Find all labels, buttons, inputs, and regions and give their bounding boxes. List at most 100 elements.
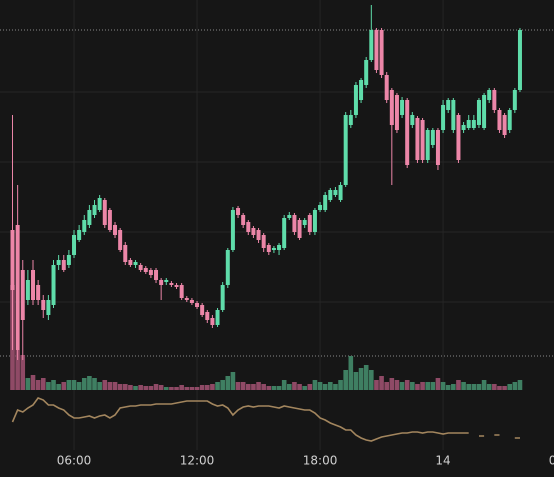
candle-body (461, 125, 466, 130)
candle-body (307, 215, 312, 232)
candle-body (15, 225, 20, 350)
volume-bar (348, 356, 354, 390)
volume-bar (61, 382, 67, 390)
grid (0, 0, 554, 450)
volume-bar (51, 380, 56, 390)
candle-body (415, 118, 420, 160)
volume-bar (81, 378, 87, 390)
candle-body (400, 100, 405, 115)
candle-body (441, 105, 446, 130)
candle-body (318, 205, 323, 210)
candle-body (215, 310, 220, 325)
volume-bar (35, 380, 41, 390)
candle-body (456, 115, 461, 160)
candle-body (482, 95, 487, 128)
volume-bar (179, 385, 184, 390)
volume-bar (343, 370, 348, 390)
volume-bar (461, 382, 466, 390)
volume-bar (230, 372, 236, 390)
marks (10, 5, 523, 442)
indicator-line (11, 397, 520, 442)
candle-body (66, 255, 71, 265)
volume-bar (153, 384, 159, 390)
volume-bar (174, 387, 179, 390)
candle-body (82, 220, 87, 232)
candle-body (25, 280, 30, 300)
candle-body (282, 218, 287, 248)
candle-body (333, 190, 338, 195)
candle-body (200, 305, 205, 315)
volume-bar (512, 382, 518, 390)
candle-body (287, 215, 292, 218)
candle-body (302, 220, 307, 225)
volume-bar (112, 382, 118, 390)
volume-bar (292, 382, 297, 390)
candle-body (517, 30, 522, 90)
volume-bar (235, 382, 241, 390)
candle-body (210, 318, 215, 325)
volume-bar (492, 384, 497, 390)
candle-body (205, 312, 210, 320)
candle-body (77, 230, 82, 240)
candle-body (507, 110, 512, 130)
volume-bar (404, 380, 410, 390)
candle-body (446, 100, 451, 110)
volume-bar (87, 376, 92, 390)
candle-body (154, 270, 159, 280)
candle-body (435, 130, 440, 165)
volume-bar (481, 380, 487, 390)
volume-bar (92, 378, 97, 390)
x-tick-label: 06:00 (57, 454, 92, 468)
volume-bar (117, 384, 123, 390)
volume-bar (128, 385, 133, 390)
volume-bar (425, 382, 430, 390)
candle-body (502, 115, 507, 135)
candle-body (246, 222, 251, 232)
candle-body (492, 90, 497, 110)
candle-body (369, 30, 374, 60)
volume-bar (251, 384, 256, 390)
candle-body (348, 115, 353, 125)
volume-bar (379, 376, 384, 390)
volume-bar (30, 375, 36, 390)
volume-bar (256, 382, 261, 390)
volume-bar (451, 384, 456, 390)
volume-bar (220, 380, 225, 390)
candle-body (159, 280, 164, 285)
candle-body (251, 228, 256, 235)
volume-bar (497, 386, 502, 390)
volume-bar (374, 380, 379, 390)
volume-bar (297, 384, 302, 390)
volume-bar (302, 386, 307, 390)
volume-bar (158, 385, 164, 390)
candle-body (92, 205, 97, 215)
volume-bar (312, 380, 318, 390)
candle-body (323, 195, 328, 210)
volume-bar (199, 385, 205, 390)
candle-body (20, 270, 25, 320)
candle-body (451, 100, 456, 130)
candle-body (102, 200, 107, 225)
volume-bar (507, 384, 513, 390)
volume-bar (338, 380, 343, 390)
volume-bar (169, 387, 174, 390)
volume-bar (369, 370, 374, 390)
volume-bar (138, 385, 143, 390)
volume-bar (261, 384, 266, 390)
candle-body (374, 30, 379, 70)
candle-body (410, 115, 415, 125)
x-tick-label: 14 (435, 454, 450, 468)
candle-body (56, 260, 61, 265)
volume-bar (466, 384, 472, 390)
volume-bar (245, 384, 251, 390)
candle-body (338, 185, 343, 200)
candle-body (425, 130, 430, 160)
candle-body (292, 215, 297, 232)
volume-bar (445, 385, 451, 390)
candle-body (405, 100, 410, 165)
volume-bar (271, 386, 277, 390)
candle-body (87, 210, 92, 225)
volume-bar (240, 382, 246, 390)
